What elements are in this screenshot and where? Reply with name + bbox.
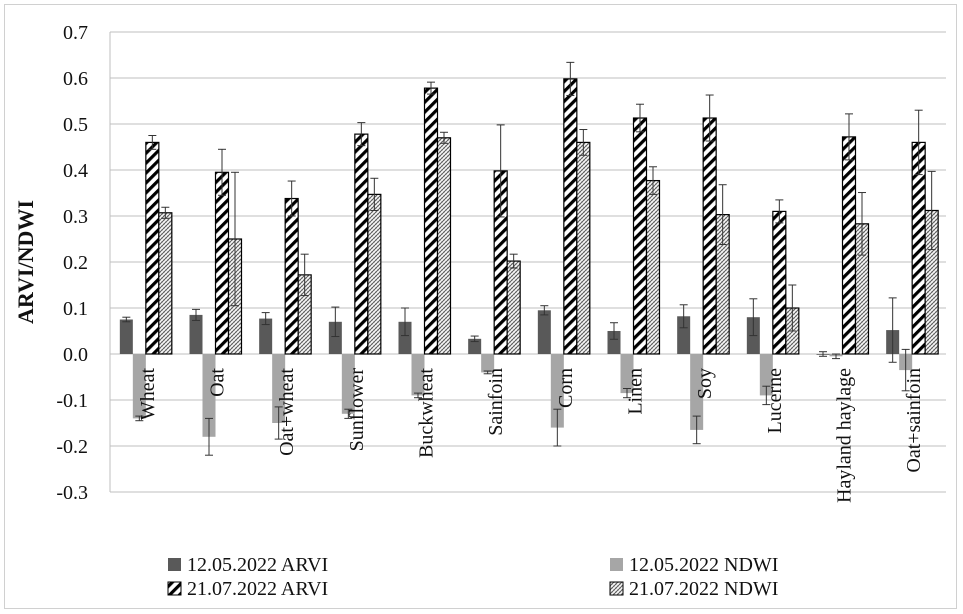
bar-1-sunflower (328, 321, 342, 354)
x-tick-label: Hayland haylage (834, 368, 856, 503)
legend-swatch (168, 558, 181, 571)
x-tick-label: Sainfoin (485, 368, 507, 436)
legend-swatch (609, 581, 624, 596)
bar-2-oat-wheat (272, 354, 286, 423)
bar-2-sainfoin (481, 354, 495, 373)
x-tick-label: Sunflower (346, 368, 368, 452)
bar-1-linen (607, 331, 621, 354)
bar-1-soy (677, 316, 691, 354)
bar-3-lucerne (772, 210, 787, 355)
legend-label: 12.05.2022 NDWI (629, 554, 778, 576)
legend: 12.05.2022 ARVI 12.05.2022 NDWI21.07.2022… (167, 554, 778, 600)
bar-1-corn (537, 310, 551, 354)
y-tick-label: 0.2 (63, 252, 88, 274)
y-tick-label: 0.0 (63, 344, 88, 366)
category-labels: Wheat Oat Oat+wheat Sunflower Buckwheat Sainf… (137, 368, 925, 503)
y-tick-label: -0.1 (56, 390, 88, 412)
x-tick-label: Soy (694, 368, 716, 399)
bar-4-wheat (158, 212, 173, 355)
x-tick-label: Wheat (137, 368, 159, 421)
x-tick-label: Oat+sainfoin (903, 368, 925, 473)
y-tick-label: 0.7 (63, 22, 88, 44)
y-axis-ticks: 0.7 0.6 0.5 0.4 0.3 0.2 0.1 0.0 -0.1 -0.2 -0.3 (56, 22, 88, 504)
y-tick-label: 0.3 (63, 206, 88, 228)
bar-2-linen (620, 354, 634, 394)
bar-3-soy (702, 117, 717, 355)
x-tick-label: Oat+wheat (276, 368, 298, 456)
bar-3-linen (632, 117, 648, 355)
y-axis-label: ARVI/NDWI (13, 200, 38, 324)
bar-3-wheat (145, 141, 160, 355)
bar-1-sainfoin (468, 338, 482, 354)
x-tick-label: Lucerne (764, 368, 786, 434)
bar-2-buckwheat (411, 354, 425, 396)
bar-4-buckwheat (436, 137, 452, 355)
bar-3-oat-wheat (284, 197, 299, 355)
bar-4-sunflower (367, 193, 382, 355)
legend-label: 21.07.2022 NDWI (629, 578, 778, 600)
bar-2-soy (690, 354, 704, 430)
y-tick-label: 0.1 (63, 298, 88, 320)
bar-3-hayland-haylage (841, 136, 857, 355)
bar-1-oat (189, 314, 203, 354)
bar-1-wheat (119, 319, 133, 354)
bar-2-sunflower (341, 354, 355, 414)
y-tick-label: -0.3 (56, 482, 88, 504)
bar-2-wheat (132, 354, 146, 419)
bar-marks (119, 61, 939, 456)
bar-3-corn (563, 78, 578, 355)
legend-label: 21.07.2022 ARVI (187, 578, 328, 600)
grid-lines (109, 31, 946, 493)
y-tick-label: 0.6 (63, 68, 88, 90)
bar-4-corn (576, 141, 591, 355)
bar-4-sainfoin (506, 260, 521, 355)
bar-2-lucerne (759, 354, 773, 396)
legend-label: 12.05.2022 ARVI (187, 554, 328, 576)
bar-3-buckwheat (423, 87, 439, 355)
legend-swatch (610, 558, 623, 571)
bar-3-oat (214, 171, 230, 355)
bar-2-oat (202, 354, 216, 437)
x-tick-label: Linen (625, 368, 647, 415)
x-tick-label: Oat (207, 368, 229, 397)
bar-1-oat-wheat (259, 318, 273, 354)
bar-3-sunflower (354, 133, 369, 355)
y-tick-label: 0.4 (63, 160, 88, 182)
y-tick-label: -0.2 (56, 436, 88, 458)
bar-1-buckwheat (398, 321, 412, 354)
x-tick-label: Buckwheat (416, 368, 438, 458)
y-tick-label: 0.5 (63, 114, 88, 136)
bar-4-linen (645, 179, 661, 355)
x-tick-label: Corn (555, 368, 577, 408)
legend-swatch (167, 581, 182, 596)
